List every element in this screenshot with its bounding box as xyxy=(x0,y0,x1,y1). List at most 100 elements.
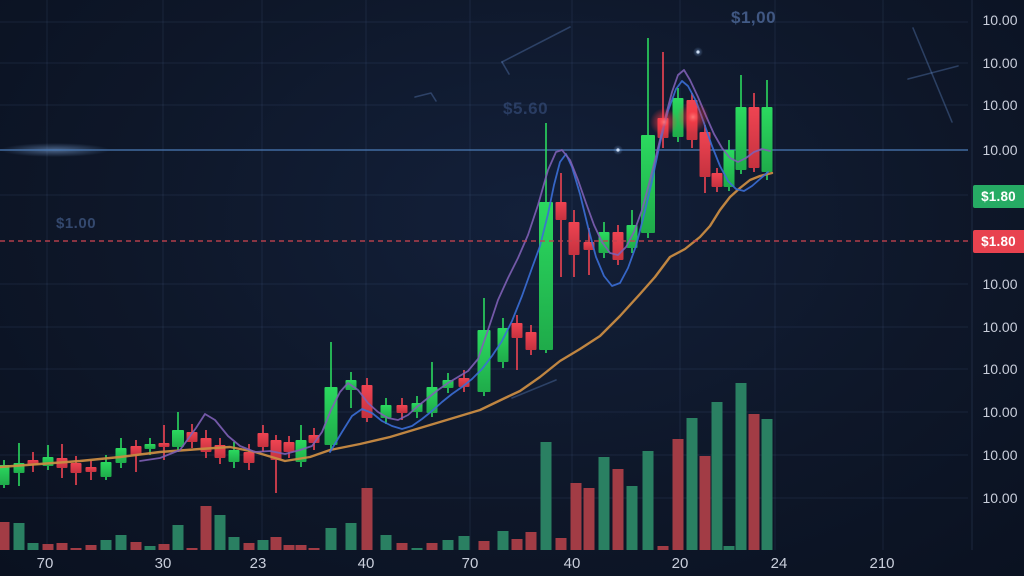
volume-bar xyxy=(214,515,226,550)
candle-body xyxy=(761,107,773,172)
candle-body xyxy=(228,450,240,462)
volume-bar xyxy=(583,488,595,550)
volume-bar xyxy=(686,418,698,550)
candle-body xyxy=(477,330,491,392)
candle-body xyxy=(511,323,523,338)
volume-bar xyxy=(540,442,552,550)
volume-bar xyxy=(130,542,142,550)
price-tick-label: 10.00 xyxy=(982,319,1017,335)
price-tick-label: 10.00 xyxy=(982,404,1017,420)
candle-body xyxy=(324,387,338,445)
candle-body xyxy=(144,444,156,449)
volume-bar xyxy=(85,545,97,550)
volume-bar xyxy=(478,541,490,550)
sketch-line xyxy=(501,61,510,75)
volume-bar xyxy=(270,537,282,550)
volume-bar xyxy=(525,532,537,550)
volume-bar xyxy=(497,531,509,550)
price-tick-label: 10.00 xyxy=(982,361,1017,377)
sketch-lines-layer xyxy=(414,26,959,399)
candle-body xyxy=(158,443,170,447)
price-badge-green-text: $1.80 xyxy=(981,189,1016,204)
candle-body xyxy=(172,430,184,447)
volume-bar xyxy=(657,546,669,550)
volume-bar xyxy=(411,548,423,550)
candle-body xyxy=(257,433,269,447)
volume-bar xyxy=(308,548,320,550)
sketch-line xyxy=(414,92,437,102)
price-tick-label: 10.00 xyxy=(982,490,1017,506)
candle-body xyxy=(270,440,282,460)
time-tick-label: 20 xyxy=(672,555,689,572)
volume-bar xyxy=(612,469,624,550)
volume-bar xyxy=(735,383,747,550)
red-glow xyxy=(677,101,709,133)
volume-bar xyxy=(748,414,760,550)
candle-body xyxy=(568,222,580,255)
volume-bar xyxy=(396,543,408,550)
candle-body xyxy=(555,202,567,220)
candle-body xyxy=(295,440,307,462)
candle-body xyxy=(283,442,295,452)
time-tick-label: 70 xyxy=(462,555,479,572)
volume-bar xyxy=(711,402,723,550)
candle-body xyxy=(186,432,198,442)
candle-body xyxy=(243,452,255,463)
volume-bar xyxy=(426,543,438,550)
price-badge-red-text: $1.80 xyxy=(981,234,1016,249)
spark-dot xyxy=(616,148,620,152)
time-tick-label: 40 xyxy=(564,555,581,572)
volume-bar xyxy=(27,543,39,550)
price-axis[interactable]: 10.00 10.00 10.00 10.00 10.00 10.00 10.00 10.00… xyxy=(971,0,1018,550)
volume-bar xyxy=(243,543,255,550)
time-axis[interactable]: 70 30 23 40 70 40 20 24 210 xyxy=(37,555,895,572)
spark-dot xyxy=(696,50,700,54)
volume-bar xyxy=(144,546,156,550)
volume-bar xyxy=(100,540,112,550)
candle-body xyxy=(735,107,747,170)
time-tick-label: 70 xyxy=(37,555,54,572)
sketch-line xyxy=(907,65,959,80)
volume-bar xyxy=(723,546,735,550)
candle-body xyxy=(308,435,320,443)
volume-bar xyxy=(56,543,68,550)
candle-body xyxy=(458,378,470,387)
volume-bar xyxy=(257,540,269,550)
price-tick-label: 10.00 xyxy=(982,55,1017,71)
volume-bar xyxy=(570,483,582,550)
volume-bar xyxy=(555,538,567,550)
candle-body xyxy=(497,328,509,362)
candle-body xyxy=(85,467,97,472)
sketch-line xyxy=(501,26,571,63)
volume-bar xyxy=(511,539,523,550)
volume-bar xyxy=(626,486,638,550)
time-tick-label: 210 xyxy=(869,555,894,572)
last-price-badge-green: $1.80 xyxy=(973,185,1024,208)
sketch-line xyxy=(511,379,557,399)
time-tick-label: 40 xyxy=(358,555,375,572)
volume-bar xyxy=(158,544,170,550)
volume-bar xyxy=(361,488,373,550)
price-tick-label: 10.00 xyxy=(982,447,1017,463)
grid-layer xyxy=(0,0,968,550)
candle-body xyxy=(748,107,760,168)
sketch-line xyxy=(912,27,953,123)
price-tick-label: 10.00 xyxy=(982,142,1017,158)
candle-body xyxy=(100,462,112,477)
volume-bar xyxy=(70,548,82,550)
volume-bar xyxy=(598,457,610,550)
time-tick-label: 23 xyxy=(250,555,267,572)
price-tick-label: 10.00 xyxy=(982,97,1017,113)
candle-body xyxy=(641,135,655,233)
candle-body xyxy=(525,332,537,350)
volume-bar xyxy=(228,537,240,550)
red-glow xyxy=(650,108,678,136)
time-tick-label: 30 xyxy=(155,555,172,572)
candle-body xyxy=(0,465,10,485)
candle-body xyxy=(699,132,711,177)
price-tick-label: 10.00 xyxy=(982,276,1017,292)
volume-bar xyxy=(458,536,470,550)
volume-bar xyxy=(761,419,773,550)
